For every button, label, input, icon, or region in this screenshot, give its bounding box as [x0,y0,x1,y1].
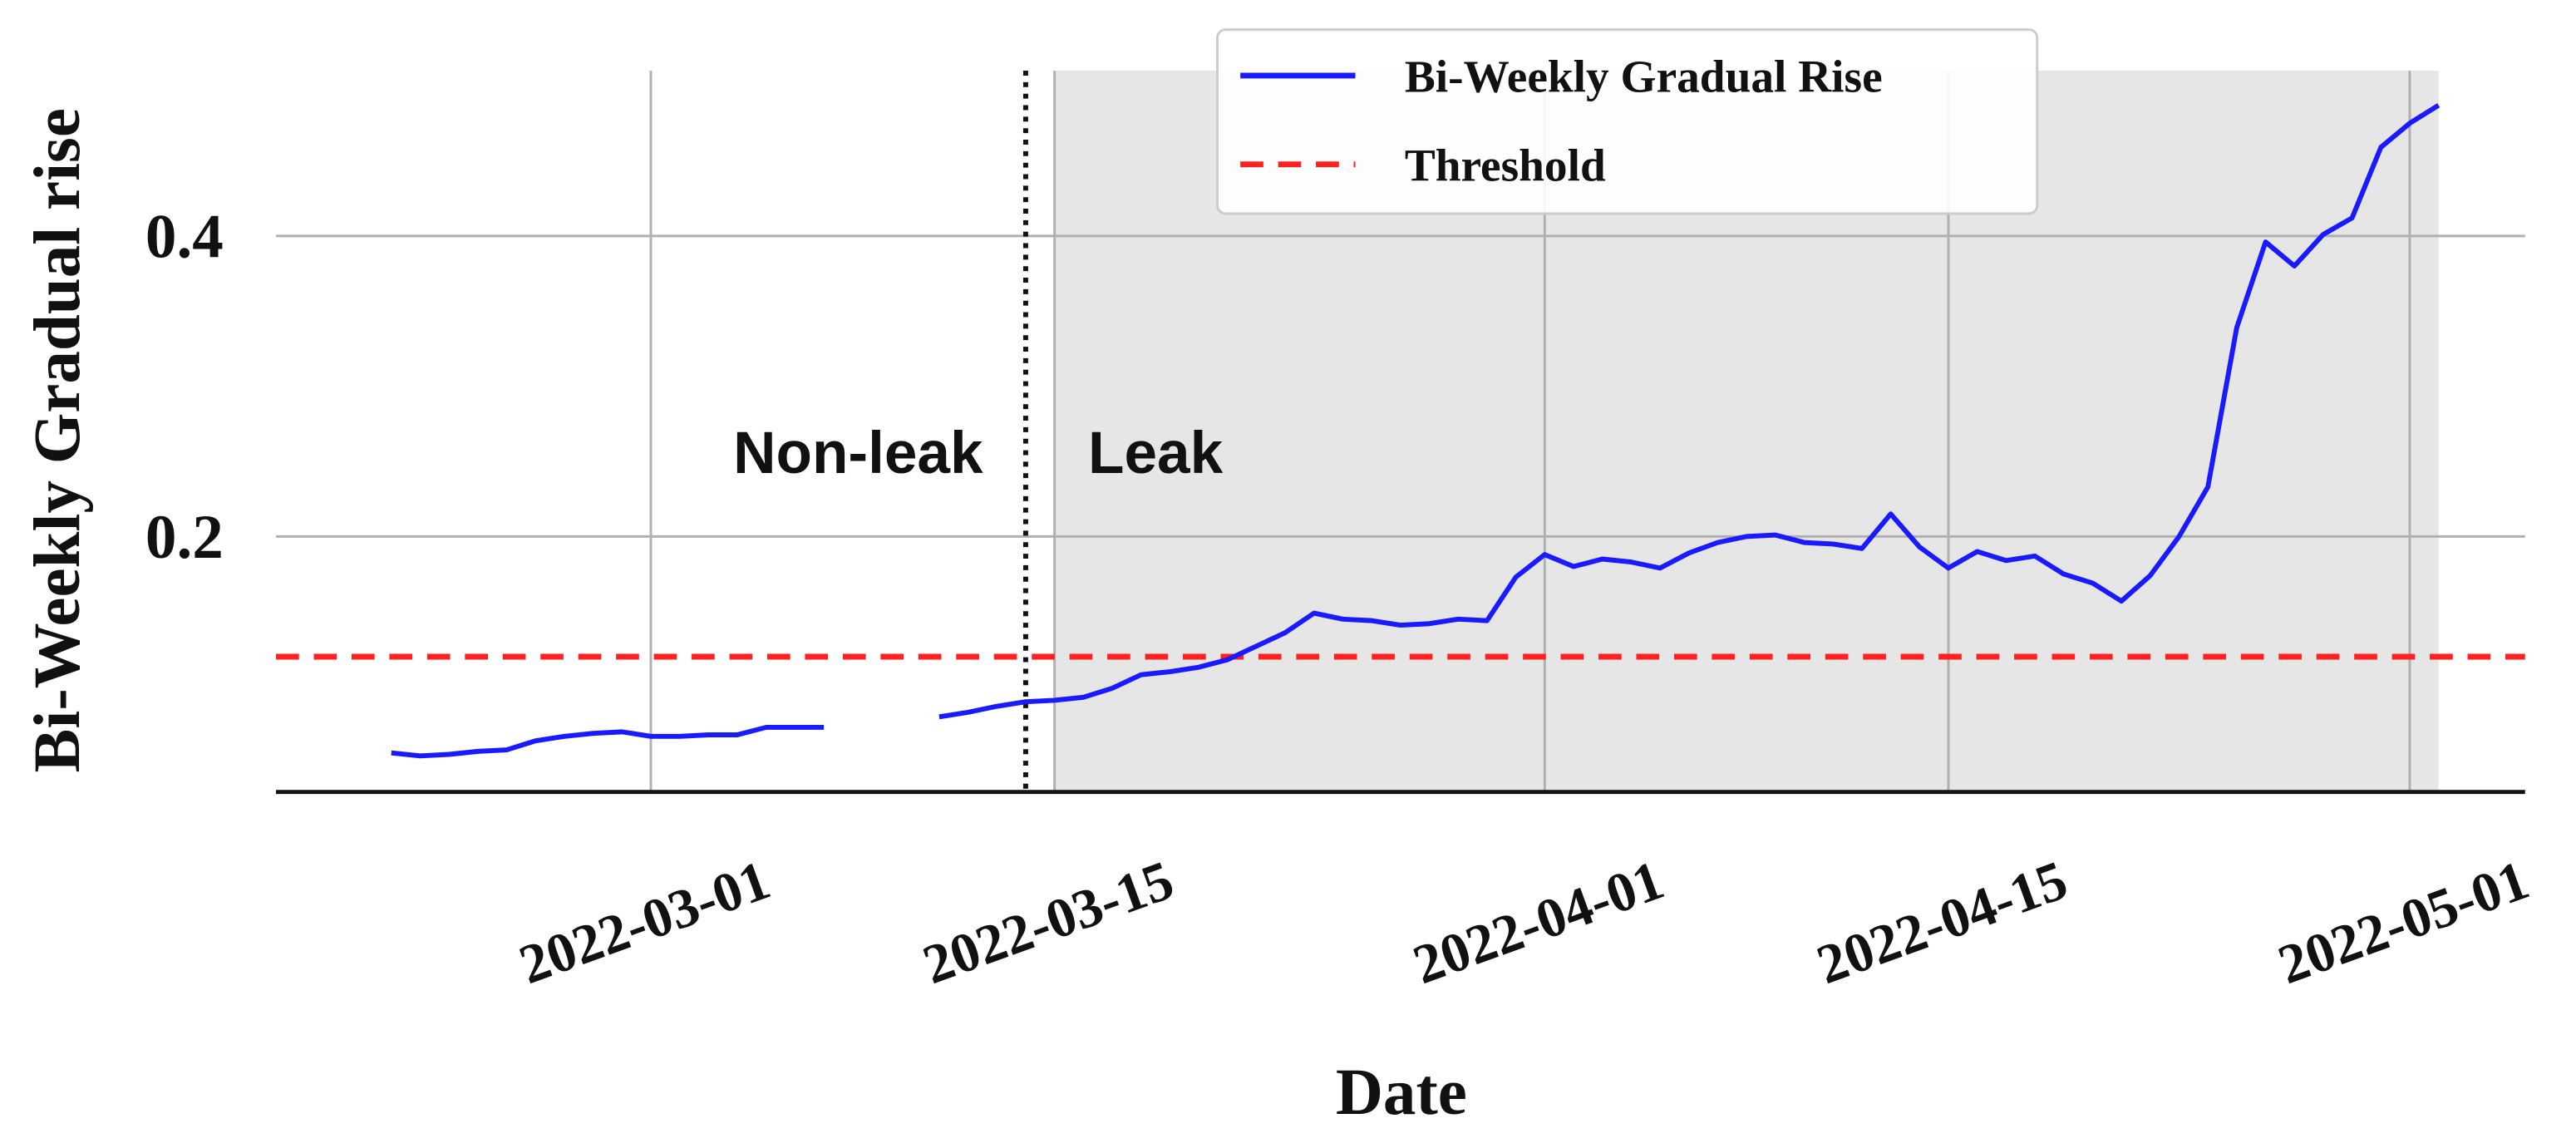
legend-box [1216,28,2039,215]
series-line [391,103,2441,759]
y-tick-label: 0.2 [145,503,224,572]
x-tick-label: 2022-05-01 [2270,849,2536,997]
legend-label: Bi-Weekly Gradual Rise [1405,52,1883,102]
x-tick-label: 2022-04-15 [1809,849,2075,997]
x-tick-label: 2022-03-01 [511,849,777,997]
x-tick-label: 2022-04-01 [1406,849,1672,997]
y-tick-label: 0.4 [145,203,224,272]
x-tick-label: 2022-03-15 [915,849,1181,997]
annotation: Non-leak [733,421,983,486]
legend-label: Threshold [1405,140,1606,190]
y-axis-label: Bi-Weekly Gradual rise [22,108,94,772]
x-axis-label: Date [1336,1057,1467,1129]
annotation: Leak [1088,421,1224,486]
